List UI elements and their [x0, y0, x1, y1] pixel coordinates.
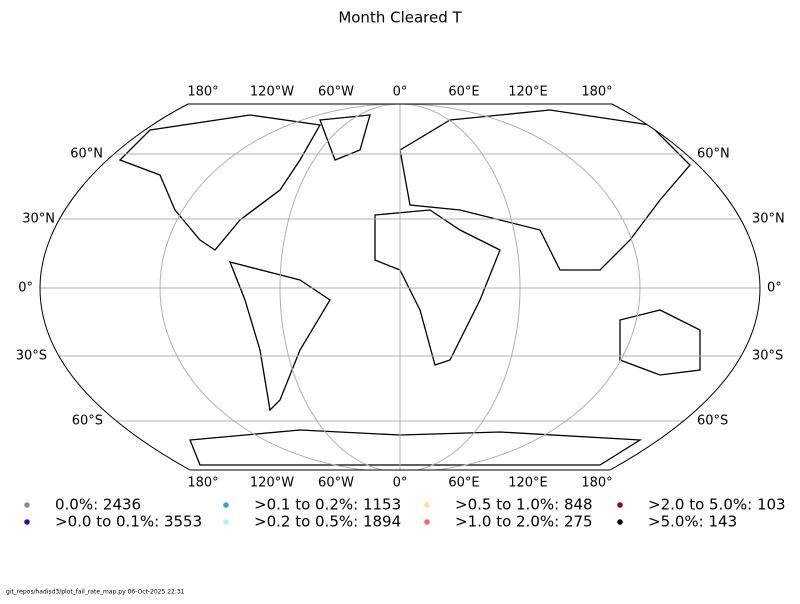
legend-marker	[223, 519, 229, 525]
legend-label: >0.0 to 0.1%: 3553	[55, 513, 202, 531]
title: Month Cleared T	[338, 9, 462, 27]
lat-label: 60°S	[72, 414, 103, 429]
lon-label: 180°	[187, 476, 218, 491]
legend-label: >0.5 to 1.0%: 848	[455, 496, 593, 514]
lat-label: 0°	[18, 281, 33, 296]
legend-marker	[24, 519, 30, 525]
footer: git_repos/hadisd3/plot_fail_rate_map.py …	[6, 589, 185, 596]
lon-label: 180°	[581, 476, 612, 491]
graticule	[40, 104, 760, 470]
lon-label: 60°E	[448, 85, 479, 100]
legend-marker	[223, 502, 229, 508]
legend-marker	[424, 519, 430, 525]
lon-label: 120°W	[250, 476, 294, 491]
legend-marker	[617, 519, 623, 525]
map	[40, 104, 760, 470]
lat-label: 60°N	[697, 147, 730, 162]
lat-label: 0°	[767, 281, 782, 296]
lon-label: 0°	[393, 85, 408, 100]
lat-label: 30°N	[22, 212, 55, 227]
lon-label: 120°E	[508, 476, 548, 491]
legend-marker	[24, 502, 30, 508]
lon-label: 120°E	[508, 85, 548, 100]
lat-label: 30°S	[752, 349, 783, 364]
lat-label: 30°N	[752, 212, 785, 227]
legend-label: >2.0 to 5.0%: 103	[648, 496, 786, 514]
lon-label: 60°E	[448, 476, 479, 491]
legend-marker	[424, 502, 430, 508]
lon-label: 180°	[581, 85, 612, 100]
lat-label: 60°N	[70, 147, 103, 162]
lon-label: 120°W	[250, 85, 294, 100]
lat-label: 60°S	[697, 414, 728, 429]
legend-label: >0.1 to 0.2%: 1153	[254, 496, 401, 514]
legend-label: >1.0 to 2.0%: 275	[455, 513, 593, 531]
lon-label: 180°	[187, 85, 218, 100]
lon-label: 0°	[393, 476, 408, 491]
legend-label: >5.0%: 143	[648, 513, 737, 531]
legend-label: 0.0%: 2436	[55, 496, 141, 514]
lat-label: 30°S	[16, 349, 47, 364]
legend-marker	[617, 502, 623, 508]
lon-label: 60°W	[318, 476, 354, 491]
map-border	[39, 103, 761, 471]
lon-label: 60°W	[318, 85, 354, 100]
legend-label: >0.2 to 0.5%: 1894	[254, 513, 401, 531]
